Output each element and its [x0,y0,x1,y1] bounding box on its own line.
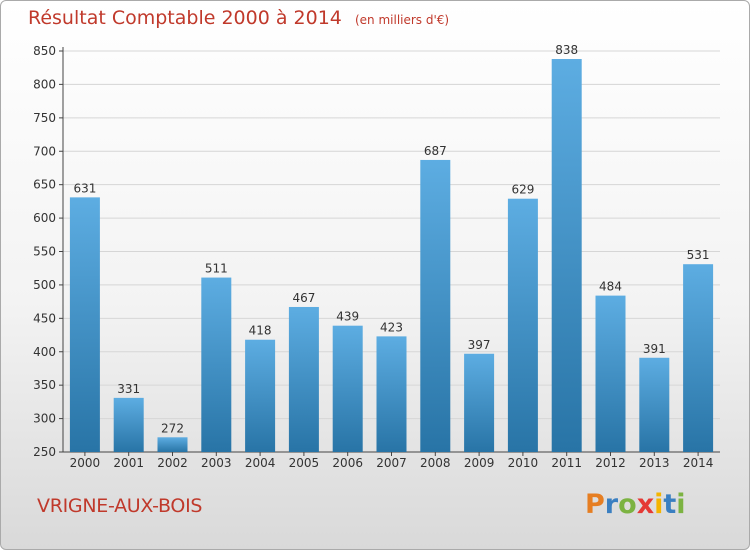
bar [113,397,144,452]
proxiti-logo: Proxiti [585,489,686,520]
y-tick-label: 350 [33,378,56,392]
bar [639,357,670,452]
location-label: VRIGNE-AUX-BOIS [37,495,203,517]
x-tick-label: 2001 [113,456,144,470]
bar [683,264,714,452]
bar [507,198,538,452]
bar-value-label: 397 [468,338,491,352]
logo-letter: o [618,489,637,520]
bar-value-label: 391 [643,342,666,356]
x-tick-label: 2011 [551,456,582,470]
x-tick-label: 2009 [464,456,495,470]
bar-value-label: 272 [161,421,184,435]
bar [69,197,100,452]
x-tick-label: 2013 [639,456,670,470]
x-tick-label: 2002 [157,456,188,470]
y-tick-label: 800 [33,77,56,91]
bar [201,277,232,452]
x-tick-label: 2012 [595,456,626,470]
y-tick-label: 550 [33,245,56,259]
x-tick-label: 2010 [508,456,539,470]
bar-value-label: 484 [599,280,622,294]
x-tick-label: 2000 [70,456,101,470]
logo-letter: t [663,489,677,520]
logo-letter: r [604,489,619,520]
x-tick-label: 2003 [201,456,232,470]
bar-value-label: 629 [511,183,534,197]
bar-value-label: 687 [424,144,447,158]
logo-letter: i [676,489,686,520]
bar-value-label: 631 [73,181,96,195]
chart-title-main: Résultat Comptable 2000 à 2014 [28,7,342,29]
bar-value-label: 838 [555,43,578,57]
y-tick-label: 400 [33,345,56,359]
bar [420,159,451,452]
y-tick-label: 500 [33,278,56,292]
logo-letter: P [585,489,605,520]
x-tick-label: 2004 [245,456,276,470]
y-tick-label: 600 [33,211,56,225]
bar [157,437,188,452]
bar [245,339,276,452]
bar-value-label: 423 [380,320,403,334]
bar-value-label: 531 [687,248,710,262]
bar [376,336,407,452]
bar-value-label: 467 [292,291,315,305]
bar-value-label: 439 [336,310,359,324]
y-tick-label: 450 [33,311,56,325]
bar [551,59,582,453]
y-tick-label: 250 [33,445,56,459]
x-tick-label: 2005 [289,456,320,470]
y-tick-label: 650 [33,178,56,192]
y-tick-label: 750 [33,111,56,125]
x-tick-label: 2007 [376,456,407,470]
bar [288,306,319,452]
y-tick-label: 850 [33,44,56,58]
y-tick-label: 700 [33,144,56,158]
x-tick-label: 2014 [683,456,714,470]
y-tick-label: 300 [33,412,56,426]
chart-title: Résultat Comptable 2000 à 2014 (en milli… [28,7,449,29]
bar-value-label: 331 [117,382,140,396]
bar [464,353,495,452]
bar-value-label: 418 [249,324,272,338]
bar-value-label: 511 [205,262,228,276]
logo-letter: x [636,489,655,520]
x-tick-label: 2008 [420,456,451,470]
bar [332,325,363,452]
x-tick-label: 2006 [332,456,363,470]
chart-title-unit: (en milliers d'€) [354,13,450,27]
logo-letter: i [654,489,664,520]
bar [595,295,626,452]
